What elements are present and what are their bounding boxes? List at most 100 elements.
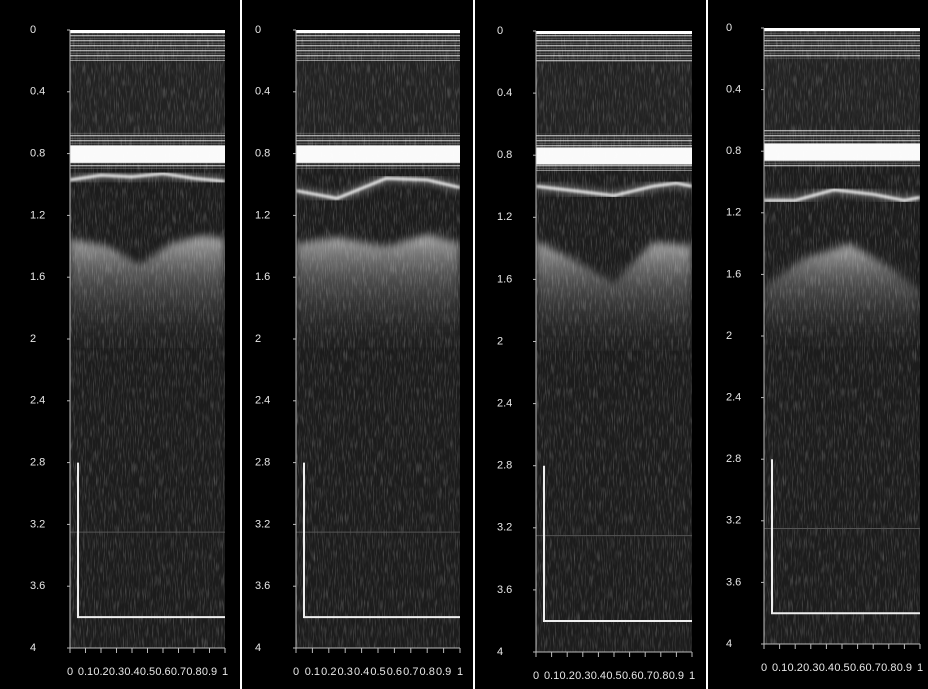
image-content (296, 30, 460, 648)
y-tick-label: 1.2 (255, 209, 270, 221)
x-tick-label: 0.5 (370, 666, 385, 678)
x-tick-label: 0.7 (171, 666, 186, 678)
x-tick-label: 0.7 (866, 662, 881, 674)
y-tick-label: 4 (30, 642, 36, 654)
y-tick-label: 4 (726, 638, 732, 650)
x-tick-label: 0 (293, 666, 299, 678)
x-tick-label: 0.7 (638, 670, 653, 682)
x-tick-label: 0.8 (653, 670, 668, 682)
x-tick-label: 0.9 (669, 670, 684, 682)
y-tick-label: 0 (30, 24, 36, 36)
y-tick-label: 1.2 (497, 211, 512, 223)
separator (240, 0, 242, 689)
y-tick-label: 4 (497, 646, 503, 658)
x-tick-label: 0.6 (155, 666, 170, 678)
y-tick-label: 0.8 (30, 148, 45, 160)
x-tick-label: 1 (689, 670, 695, 682)
x-tick-label: 0.1 (544, 670, 559, 682)
speckle (296, 30, 460, 648)
y-tick-label: 3.6 (726, 576, 741, 588)
speckle (70, 30, 225, 648)
separator (473, 0, 475, 689)
x-tick-label: 0.6 (387, 666, 402, 678)
y-tick-label: 3.2 (497, 522, 512, 534)
x-tick-label: 1 (457, 666, 463, 678)
y-tick-label: 2.4 (726, 392, 741, 404)
y-tick-label: 1.6 (255, 271, 270, 283)
x-tick-label: 0 (533, 670, 539, 682)
x-tick-label: 0.2 (788, 662, 803, 674)
x-tick-label: 0.2 (321, 666, 336, 678)
y-tick-label: 1.6 (497, 273, 512, 285)
y-tick-label: 2.4 (497, 398, 512, 410)
x-tick-label: 1 (917, 662, 923, 674)
x-tick-label: 0.6 (622, 670, 637, 682)
x-tick-label: 0.9 (436, 666, 451, 678)
y-tick-label: 3.2 (726, 515, 741, 527)
y-tick-label: 2.4 (255, 395, 270, 407)
x-tick-label: 0.9 (202, 666, 217, 678)
image-content (70, 30, 225, 648)
y-tick-label: 1.2 (726, 207, 741, 219)
speckle (764, 28, 920, 644)
y-tick-label: 4 (255, 642, 261, 654)
x-tick-label: 0.4 (819, 662, 834, 674)
page: {"chart_data": [ {"type": "image", "ylim… (0, 0, 928, 689)
speckle (536, 31, 692, 652)
y-tick-label: 2.4 (30, 395, 45, 407)
x-tick-label: 1 (222, 666, 228, 678)
y-tick-label: 3.2 (30, 518, 45, 530)
x-tick-label: 0.4 (124, 666, 139, 678)
x-tick-label: 0.8 (420, 666, 435, 678)
y-tick-label: 0.4 (726, 84, 741, 96)
y-tick-label: 3.6 (30, 580, 45, 592)
x-tick-label: 0.6 (850, 662, 865, 674)
y-tick-label: 2 (255, 333, 261, 345)
x-tick-label: 0.4 (591, 670, 606, 682)
y-tick-label: 0.4 (30, 86, 45, 98)
x-tick-label: 0.4 (354, 666, 369, 678)
y-tick-label: 2.8 (255, 457, 270, 469)
figure: 00.40.81.21.622.42.83.23.6400.10.20.30.4… (0, 0, 928, 689)
x-tick-label: 0.7 (403, 666, 418, 678)
image-content (764, 28, 920, 644)
x-tick-label: 0.1 (78, 666, 93, 678)
x-tick-label: 0.1 (772, 662, 787, 674)
y-tick-label: 1.2 (30, 209, 45, 221)
x-tick-label: 0 (761, 662, 767, 674)
y-tick-label: 2 (726, 330, 732, 342)
y-tick-label: 3.6 (497, 584, 512, 596)
x-tick-label: 0.9 (897, 662, 912, 674)
y-tick-label: 3.2 (255, 518, 270, 530)
y-tick-label: 0.4 (497, 87, 512, 99)
x-tick-label: 0.2 (560, 670, 575, 682)
x-tick-label: 0.3 (803, 662, 818, 674)
y-tick-label: 0 (255, 24, 261, 36)
y-tick-label: 2.8 (30, 457, 45, 469)
x-tick-label: 0.5 (834, 662, 849, 674)
x-tick-label: 0.5 (606, 670, 621, 682)
y-tick-label: 0.8 (726, 145, 741, 157)
x-tick-label: 0.2 (93, 666, 108, 678)
separator (706, 0, 708, 689)
x-tick-label: 0 (67, 666, 73, 678)
y-tick-label: 2 (497, 335, 503, 347)
y-tick-label: 2.8 (497, 460, 512, 472)
y-tick-label: 0 (497, 25, 503, 37)
image-content (536, 31, 692, 652)
y-tick-label: 0 (726, 22, 732, 34)
y-tick-label: 2 (30, 333, 36, 345)
y-tick-label: 1.6 (30, 271, 45, 283)
x-tick-label: 0.1 (305, 666, 320, 678)
x-tick-label: 0.3 (338, 666, 353, 678)
x-tick-label: 0.8 (186, 666, 201, 678)
y-tick-label: 0.8 (255, 148, 270, 160)
x-tick-label: 0.3 (575, 670, 590, 682)
y-tick-label: 0.4 (255, 86, 270, 98)
y-tick-label: 2.8 (726, 453, 741, 465)
y-tick-label: 1.6 (726, 268, 741, 280)
x-tick-label: 0.5 (140, 666, 155, 678)
y-tick-label: 0.8 (497, 149, 512, 161)
x-tick-label: 0.3 (109, 666, 124, 678)
y-tick-label: 3.6 (255, 580, 270, 592)
